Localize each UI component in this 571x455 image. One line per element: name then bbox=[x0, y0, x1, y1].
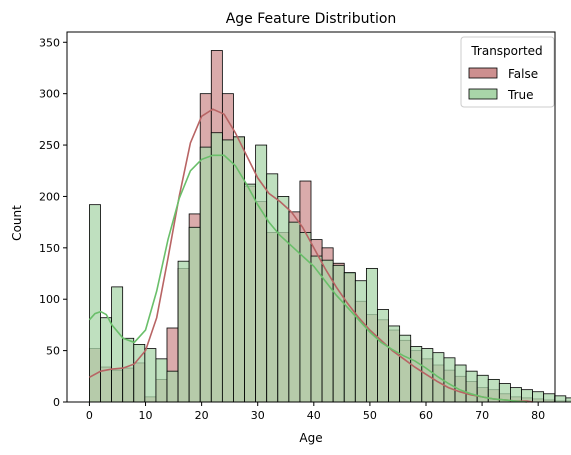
bar-true-26 bbox=[377, 309, 389, 403]
y-axis: 0 50 100 150 200 250 300 350 bbox=[39, 36, 67, 409]
bar-true-28 bbox=[399, 334, 412, 403]
bar-true-3 bbox=[122, 337, 135, 403]
bar-true-21 bbox=[321, 259, 334, 403]
bar-true-41 bbox=[543, 393, 556, 403]
bar-true-7 bbox=[166, 370, 179, 403]
bar-true-39 bbox=[521, 389, 533, 403]
y-tick-label: 200 bbox=[39, 190, 60, 203]
bar-true-9 bbox=[188, 226, 201, 403]
y-tick-label: 150 bbox=[39, 242, 60, 255]
bar-true-5 bbox=[144, 348, 157, 403]
y-tick-label: 300 bbox=[39, 88, 60, 101]
bar-true-10 bbox=[199, 146, 212, 403]
plot-area bbox=[66, 31, 571, 403]
bar-true-11 bbox=[210, 132, 223, 403]
x-tick-label: 40 bbox=[307, 409, 321, 422]
bar-true-16 bbox=[266, 173, 279, 403]
x-tick-label: 80 bbox=[531, 409, 545, 422]
y-axis-label: Count bbox=[10, 205, 24, 241]
y-tick-label: 250 bbox=[39, 139, 60, 152]
bar-true-1 bbox=[100, 317, 112, 403]
legend-title: Transported bbox=[470, 44, 542, 58]
bar-true-40 bbox=[532, 391, 545, 403]
plot-frame bbox=[66, 31, 556, 403]
bar-true-17 bbox=[277, 196, 290, 403]
chart-title: Age Feature Distribution bbox=[226, 11, 397, 27]
bar-true-20 bbox=[310, 255, 323, 403]
bar-true-29 bbox=[410, 346, 423, 403]
bar-true-8 bbox=[177, 260, 190, 403]
kde-line-false bbox=[89, 108, 533, 403]
x-tick-label: 10 bbox=[139, 409, 153, 422]
x-tick-label: 20 bbox=[195, 409, 209, 422]
bar-true-2 bbox=[111, 286, 124, 403]
bar-true-12 bbox=[221, 139, 234, 403]
bar-true-24 bbox=[354, 280, 367, 403]
bar-true-6 bbox=[155, 358, 168, 403]
y-tick-label: 100 bbox=[39, 293, 60, 306]
x-tick-label: 30 bbox=[251, 409, 265, 422]
legend: Transported False True bbox=[460, 36, 555, 108]
x-axis-label: Age bbox=[299, 431, 322, 445]
x-axis: 0 10 20 30 40 50 60 70 80 bbox=[86, 402, 545, 422]
bar-true-27 bbox=[388, 325, 401, 403]
legend-label-false: False bbox=[508, 67, 538, 81]
y-tick-label: 50 bbox=[46, 345, 60, 358]
kde-line-true bbox=[88, 154, 528, 403]
legend-swatch-true bbox=[468, 88, 498, 100]
legend-swatch-false bbox=[468, 67, 498, 79]
bar-true-32 bbox=[443, 357, 456, 403]
bar-true-43 bbox=[565, 397, 571, 403]
x-tick-label: 60 bbox=[419, 409, 433, 422]
x-tick-label: 50 bbox=[363, 409, 377, 422]
x-tick-label: 70 bbox=[475, 409, 489, 422]
bar-true-33 bbox=[454, 364, 467, 403]
legend-label-true: True bbox=[507, 88, 534, 102]
y-tick-label: 0 bbox=[53, 396, 60, 409]
bar-true-34 bbox=[465, 370, 478, 403]
bar-true-23 bbox=[343, 272, 356, 403]
x-tick-label: 0 bbox=[86, 409, 93, 422]
y-tick-label: 350 bbox=[39, 36, 60, 49]
bar-true-42 bbox=[554, 395, 567, 403]
bar-true-14 bbox=[244, 183, 257, 403]
